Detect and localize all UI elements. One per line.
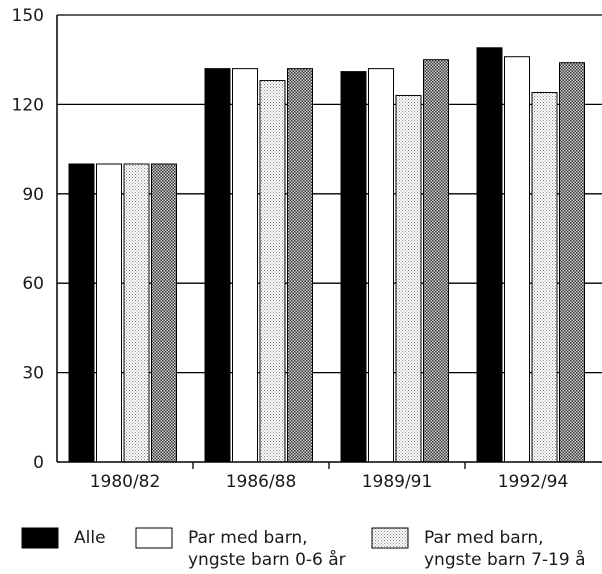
legend-label-3: yngste barn 7-19 å xyxy=(424,549,586,570)
bars xyxy=(68,47,585,463)
axes xyxy=(56,15,602,469)
x-tick-label: 1980/82 xyxy=(90,472,161,492)
y-tick-label: 30 xyxy=(22,364,44,384)
bar-2-1992-94 xyxy=(504,56,530,463)
bar-4-1992-94 xyxy=(559,62,585,463)
y-tick-label: 90 xyxy=(22,185,44,205)
bar-3-1989-91 xyxy=(395,94,422,463)
legend-swatch-3 xyxy=(371,527,409,549)
bar-3-1986-88 xyxy=(259,80,286,463)
bar-1-1986-88 xyxy=(204,68,231,463)
bar-4-1980-82 xyxy=(151,163,177,463)
y-tick-label: 0 xyxy=(33,453,44,473)
bar-3-1992-94 xyxy=(531,91,558,463)
legend-swatch-1 xyxy=(21,527,59,549)
legend-label-3: Par med barn, xyxy=(424,528,544,548)
bar-4-1986-88 xyxy=(287,68,313,463)
legend-swatch-2 xyxy=(135,527,173,549)
x-tick-label: 1986/88 xyxy=(226,472,297,492)
tick-labels: 0 30 60 90 120 150 1980/82 1986/88 1989/91 1992/9… xyxy=(12,6,569,492)
bar-2-1989-91 xyxy=(368,68,394,463)
bar-2-1980-82 xyxy=(96,163,122,463)
x-tick-label: 1989/91 xyxy=(362,472,433,492)
legend-label-2: Par med barn, xyxy=(188,528,308,548)
y-tick-label: 120 xyxy=(12,95,44,115)
bar-3-1980-82 xyxy=(123,163,150,463)
legend-label-2: yngste barn 0-6 år xyxy=(188,549,346,570)
bar-1-1989-91 xyxy=(340,71,367,463)
bar-1-1992-94 xyxy=(476,47,503,463)
bar-1-1980-82 xyxy=(68,163,95,463)
y-tick-label: 150 xyxy=(12,6,44,26)
bar-4-1989-91 xyxy=(423,59,449,463)
x-tick-label: 1992/94 xyxy=(498,472,569,492)
legend-label-1: Alle xyxy=(74,528,106,548)
y-tick-label: 60 xyxy=(22,274,44,294)
bar-2-1986-88 xyxy=(232,68,258,463)
